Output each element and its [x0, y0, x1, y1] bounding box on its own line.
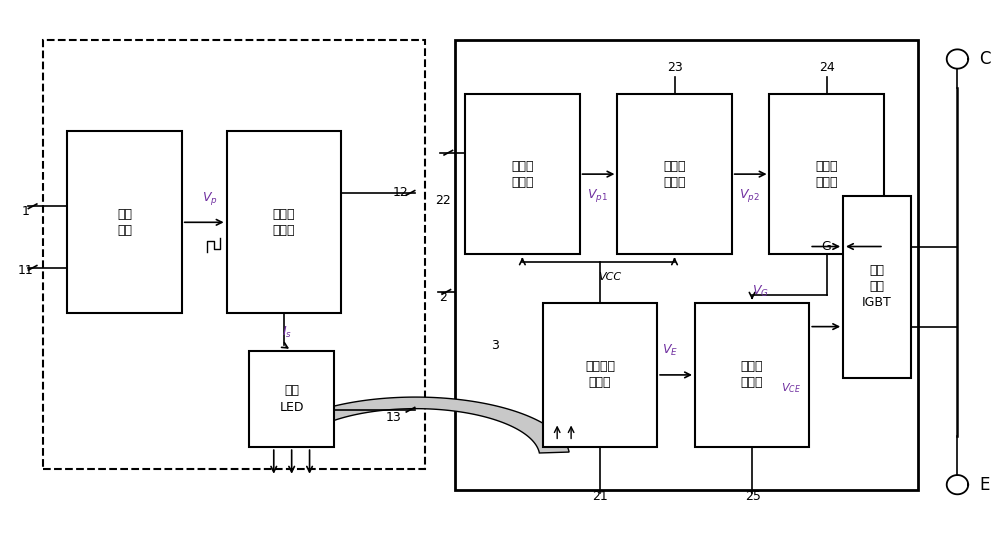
Text: 信号调: 信号调 [272, 224, 295, 237]
Text: 电压放: 电压放 [663, 176, 686, 189]
Text: 调模块: 调模块 [511, 160, 534, 173]
Text: G: G [821, 240, 831, 253]
Text: $V_{CE}$: $V_{CE}$ [781, 381, 801, 395]
Text: $I_s$: $I_s$ [282, 325, 292, 340]
Polygon shape [843, 195, 911, 378]
Text: 灯组: 灯组 [284, 385, 299, 398]
Text: $V_{p2}$: $V_{p2}$ [739, 187, 760, 204]
Polygon shape [769, 94, 884, 254]
Text: IGBT: IGBT [862, 296, 892, 309]
Text: 大模块: 大模块 [815, 160, 838, 173]
Polygon shape [543, 302, 657, 447]
Text: 22: 22 [435, 194, 451, 207]
Text: 13: 13 [386, 411, 401, 424]
Text: VCC: VCC [598, 272, 621, 282]
Text: C: C [979, 50, 991, 68]
Text: 3: 3 [491, 339, 499, 352]
Text: 换模块: 换模块 [741, 360, 763, 373]
Text: 光电池: 光电池 [589, 377, 611, 390]
Text: 大模块: 大模块 [663, 160, 686, 173]
Text: $V_{p1}$: $V_{p1}$ [587, 187, 608, 204]
Text: 1: 1 [22, 205, 30, 218]
Text: 脉冲变: 脉冲变 [741, 377, 763, 390]
Text: 控制: 控制 [117, 224, 132, 237]
Text: $V_G$: $V_G$ [752, 285, 769, 300]
Polygon shape [67, 131, 182, 313]
Text: 25: 25 [745, 490, 761, 503]
Text: E: E [979, 476, 990, 494]
Text: 器件: 器件 [869, 264, 884, 277]
Text: 电流放: 电流放 [815, 176, 838, 189]
Text: 24: 24 [819, 61, 835, 74]
Polygon shape [617, 94, 732, 254]
Polygon shape [455, 40, 918, 490]
Text: 电源模块: 电源模块 [585, 360, 615, 373]
Text: LED: LED [279, 400, 304, 413]
Text: 23: 23 [667, 61, 683, 74]
Polygon shape [695, 302, 809, 447]
Text: 12: 12 [393, 186, 408, 200]
Text: 信号解: 信号解 [511, 176, 534, 189]
Text: 模块: 模块 [117, 208, 132, 221]
Text: 11: 11 [18, 264, 34, 277]
Polygon shape [227, 131, 341, 313]
Text: 21: 21 [593, 490, 608, 503]
Text: 2: 2 [439, 291, 447, 304]
Text: 理模块: 理模块 [272, 208, 295, 221]
Text: $V_E$: $V_E$ [662, 344, 678, 358]
Polygon shape [266, 397, 569, 453]
Text: $V_p$: $V_p$ [202, 190, 217, 207]
Polygon shape [465, 94, 580, 254]
Text: 开关: 开关 [869, 280, 884, 293]
Polygon shape [249, 351, 334, 447]
